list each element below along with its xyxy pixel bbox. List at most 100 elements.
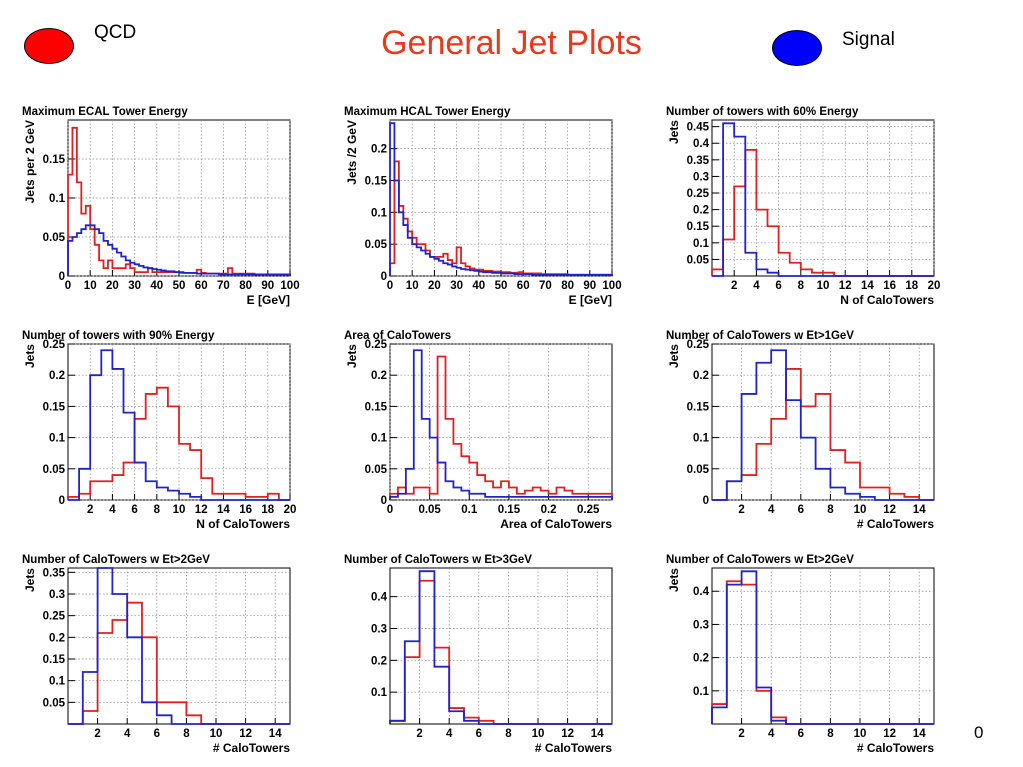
x-tick-label: 80 <box>561 280 574 292</box>
x-axis-label: # CaloTowers <box>535 741 612 755</box>
y-axis-label: Jets <box>667 344 681 368</box>
x-tick-label: 100 <box>602 280 621 292</box>
x-tick-label: 4 <box>124 728 131 740</box>
y-tick-label: 0.2 <box>693 653 709 665</box>
plot-title: Number of CaloTowers w Et>2GeV <box>22 554 210 566</box>
signal-series-line <box>389 349 613 500</box>
x-tick-label: 10 <box>532 728 545 740</box>
ecal-tower-energy-plot: 0 10 20 30 40 50 60 70 80 90 100 0 0.05 0.1 0.15 Maximu… <box>20 102 300 312</box>
towers-90pct-energy-plot: 2 4 6 8 10 12 14 16 18 20 0 0.05 0.1 0.15 0.2 0.25 Numbe… <box>20 326 300 536</box>
x-tick-label: 2 <box>731 280 737 292</box>
x-tick-label: 6 <box>131 504 137 516</box>
y-tick-label: 0.2 <box>371 655 387 667</box>
plot-svg: 0 10 20 30 40 50 60 70 80 90 100 0 0.05 0.1 0.15 Maximu… <box>22 106 300 307</box>
y-tick-label: 0.2 <box>693 370 709 382</box>
x-tick-label: 12 <box>883 728 896 740</box>
y-tick-label: 0.15 <box>43 401 66 413</box>
x-tick-label: 6 <box>154 728 160 740</box>
x-tick-label: 10 <box>854 504 867 516</box>
x-tick-label: 8 <box>154 504 161 516</box>
y-tick-label: 0.05 <box>43 232 66 244</box>
x-tick-label: 20 <box>284 504 297 516</box>
x-tick-label: 20 <box>428 280 441 292</box>
y-tick-label: 0.2 <box>371 144 387 156</box>
plot-title: Number of CaloTowers w Et>2GeV <box>666 554 854 566</box>
y-tick-label: 0.1 <box>49 676 66 688</box>
signal-series-line <box>68 567 290 725</box>
y-axis-label: Jets <box>667 120 681 144</box>
y-tick-label: 0 <box>703 495 709 507</box>
y-tick-label: 0.15 <box>365 401 388 413</box>
x-tick-label: 10 <box>817 280 830 292</box>
y-tick-label: 0.2 <box>371 370 387 382</box>
plot-title: Number of CaloTowers w Et>3GeV <box>344 554 532 566</box>
x-axis-label: N of CaloTowers <box>840 293 934 307</box>
x-axis-label: Area of CaloTowers <box>500 517 612 531</box>
plot-frame <box>67 567 291 725</box>
y-tick-label: 0.2 <box>693 205 709 217</box>
y-tick-label: 0.25 <box>687 339 710 351</box>
y-tick-label: 0.2 <box>49 632 65 644</box>
y-tick-label: 0.1 <box>693 433 710 445</box>
plot-title: Maximum HCAL Tower Energy <box>344 106 511 118</box>
plot-frame <box>711 567 935 725</box>
x-tick-label: 8 <box>183 728 190 740</box>
x-tick-label: 12 <box>195 504 208 516</box>
plot-title: Area of CaloTowers <box>344 330 451 342</box>
signal-series-line <box>389 570 612 725</box>
y-tick-label: 0.1 <box>371 687 388 699</box>
plot-title: Number of towers with 90% Energy <box>22 330 215 342</box>
y-tick-label: 0.1 <box>693 686 710 698</box>
y-tick-label: 0 <box>381 271 387 283</box>
plot-frame <box>389 343 613 501</box>
x-tick-label: 10 <box>84 280 97 292</box>
calotower-area-plot: 0 0.05 0.1 0.15 0.2 0.25 0 0.05 0.1 0.15 0.2 0.25 Ar… <box>342 326 622 536</box>
page-title: General Jet Plots <box>381 24 642 62</box>
x-axis-label: # CaloTowers <box>857 741 934 755</box>
plot-title: Number of CaloTowers w Et>1GeV <box>666 330 854 342</box>
x-tick-label: 0 <box>387 280 393 292</box>
x-tick-label: 14 <box>217 504 230 516</box>
x-tick-label: 2 <box>738 504 744 516</box>
x-tick-label: 60 <box>517 280 530 292</box>
x-tick-label: 10 <box>406 280 419 292</box>
plot-svg: 2 4 6 8 10 12 14 16 18 20 0 0.05 0.1 0.15 0.2 0.25Numbe… <box>22 330 297 531</box>
y-tick-label: 0.1 <box>693 238 710 250</box>
qcd-series-line <box>67 386 290 501</box>
y-tick-label: 0.1 <box>371 207 388 219</box>
x-tick-label: 8 <box>827 728 834 740</box>
x-axis-label: # CaloTowers <box>213 741 290 755</box>
x-tick-label: 6 <box>798 504 804 516</box>
qcd-series-line <box>389 355 613 500</box>
y-tick-label: 0.15 <box>43 154 66 166</box>
x-tick-label: 12 <box>839 280 852 292</box>
x-tick-label: 100 <box>280 280 299 292</box>
signal-series-line <box>389 122 613 276</box>
x-tick-label: 2 <box>94 728 100 740</box>
y-tick-label: 0.3 <box>693 171 709 183</box>
x-tick-label: 2 <box>416 728 422 740</box>
x-tick-label: 30 <box>128 280 141 292</box>
x-tick-label: 18 <box>261 504 274 516</box>
signal-series-line <box>712 349 934 501</box>
y-tick-label: 0.2 <box>49 370 65 382</box>
y-axis-label: Jets <box>667 568 681 592</box>
calotowers-et3-plot: 2 4 6 8 10 12 14 0.1 0.2 0.3 0.4 Number of CaloTowe… <box>342 550 622 760</box>
signal-series-line <box>712 122 934 277</box>
x-tick-label: 12 <box>561 728 574 740</box>
plot-svg: 0 0.05 0.1 0.15 0.2 0.2500.050.10.150.20.25Ar… <box>344 330 613 531</box>
y-axis-label: Jets /2 GeV <box>345 120 359 185</box>
x-tick-label: 14 <box>913 504 926 516</box>
page-number: 0 <box>974 723 984 742</box>
x-tick-label: 50 <box>495 280 508 292</box>
calotowers-et1-plot: 2 4 6 8 10 12 14 0 0.05 0.1 0.15 0.2 0.25 Number of C… <box>664 326 944 536</box>
plot-frame <box>389 567 613 725</box>
y-tick-label: 0.3 <box>49 589 65 601</box>
plot-svg: 2 4 6 8 10 12 14 16 18 20 0.05 0.1 0.15 0.2 0.25 0.3 0.3… <box>666 106 940 307</box>
y-axis-label: Jets <box>23 568 37 592</box>
plot-svg: 0 10 20 30 40 50 60 70 80 90 100 0 0.05 0.1 0.15 0.2 Max… <box>344 106 622 307</box>
x-tick-label: 20 <box>106 280 119 292</box>
x-tick-label: 8 <box>827 504 834 516</box>
x-tick-label: 2 <box>738 728 744 740</box>
